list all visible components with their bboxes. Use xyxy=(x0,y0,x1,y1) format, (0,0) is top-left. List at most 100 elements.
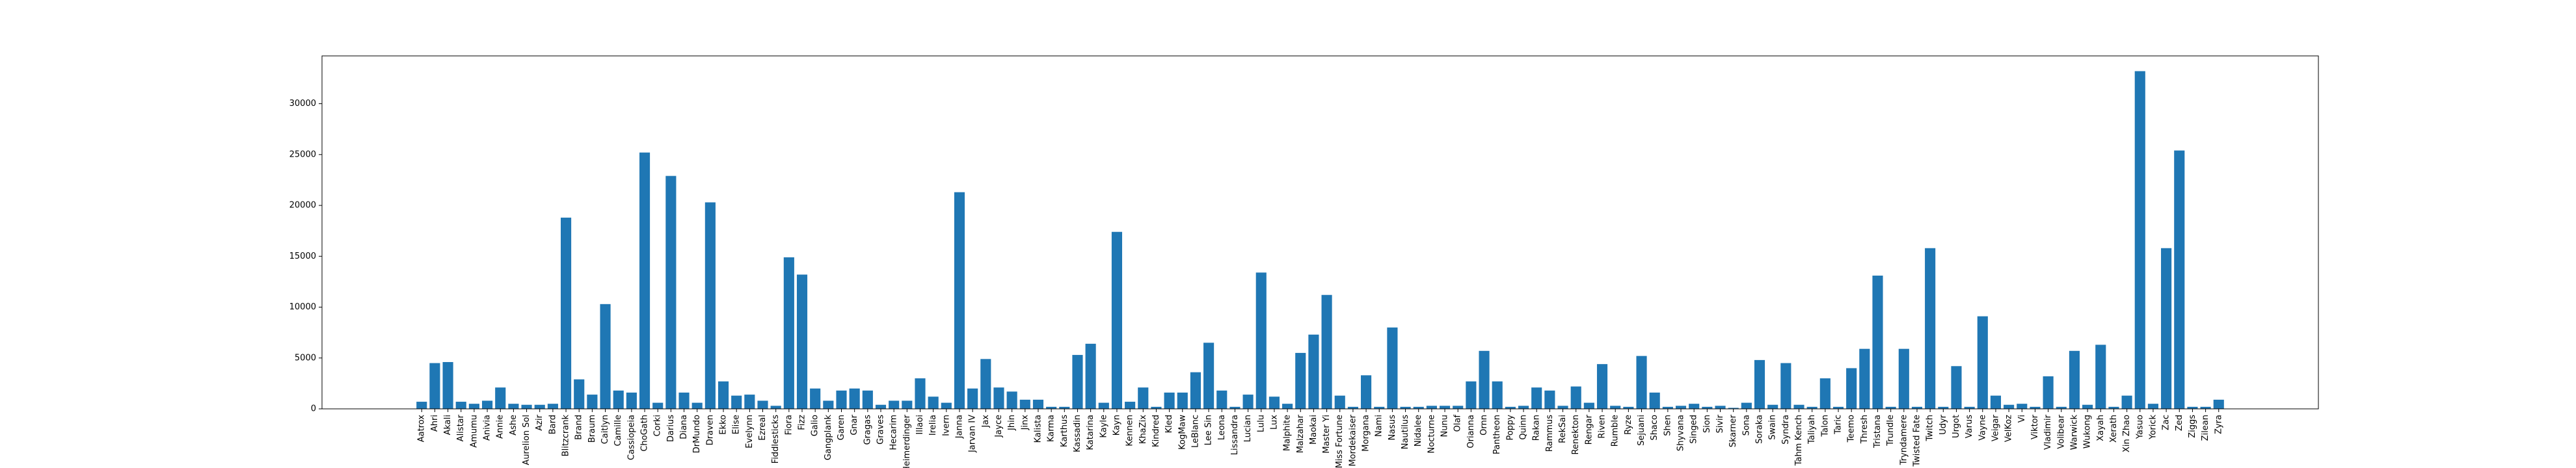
x-tick-label: Nocturne xyxy=(1427,415,1436,454)
bar xyxy=(613,390,624,409)
x-tick-label: Morgana xyxy=(1362,415,1371,452)
x-tick-label: Leona xyxy=(1217,415,1227,440)
x-tick-label: Udyr xyxy=(1939,414,1948,434)
bar xyxy=(416,402,427,409)
x-tick-label: Irelia xyxy=(928,415,938,436)
x-tick-label: Xin Zhao xyxy=(2122,415,2132,452)
x-tick-label: Poppy xyxy=(1505,415,1515,441)
x-tick-label: Orianna xyxy=(1466,415,1476,448)
bar xyxy=(482,400,493,409)
bar xyxy=(2056,406,2067,409)
bar xyxy=(1728,408,1739,409)
axes-frame xyxy=(321,55,2319,410)
x-tick-label: Vayne xyxy=(1978,415,1987,441)
bar xyxy=(915,378,926,409)
bar xyxy=(1400,406,1411,409)
bar xyxy=(1321,294,1332,409)
bar xyxy=(1347,406,1358,409)
bar xyxy=(1032,399,1044,409)
bar xyxy=(2082,404,2093,409)
x-tick-label: DrMundo xyxy=(692,415,702,453)
x-tick-label: Fiora xyxy=(784,415,794,435)
x-tick-label: Brand xyxy=(574,415,584,440)
bar xyxy=(468,404,479,409)
x-tick-label: Aatrox xyxy=(417,415,427,443)
x-tick-label: Viktor xyxy=(2030,414,2040,439)
bar xyxy=(1977,316,1988,409)
x-tick-label: Zed xyxy=(2175,415,2184,431)
bar xyxy=(902,400,913,409)
bar xyxy=(744,395,755,409)
bar xyxy=(2030,406,2041,409)
bar xyxy=(1242,395,1254,409)
bar xyxy=(1203,343,1214,409)
x-tick-label: Nunu xyxy=(1440,415,1450,437)
bar xyxy=(1439,406,1451,409)
bar xyxy=(770,406,781,409)
x-tick-label: Gragas xyxy=(863,415,872,445)
bar xyxy=(587,395,598,409)
bar xyxy=(1164,392,1175,409)
bar xyxy=(1689,404,1700,409)
bar xyxy=(1426,406,1437,409)
x-tick-label: Xerath xyxy=(2109,415,2119,443)
x-tick-label: Sejuani xyxy=(1637,415,1646,446)
bar xyxy=(1216,390,1228,409)
x-tick-label: Twisted Fate xyxy=(1912,415,1922,467)
bar xyxy=(1453,406,1464,409)
bar xyxy=(678,392,690,409)
y-tick-label: 0 xyxy=(311,404,316,414)
x-tick-label: Karthus xyxy=(1060,415,1069,447)
x-tick-label: Karma xyxy=(1047,415,1056,442)
bar xyxy=(1138,387,1149,409)
bar xyxy=(862,390,873,409)
bar xyxy=(1334,395,1345,409)
y-tick-label: 5000 xyxy=(295,353,316,363)
x-tick-label: Darius xyxy=(666,415,676,442)
x-tick-label: Wukong xyxy=(2083,415,2093,448)
x-tick-label: Shyvana xyxy=(1676,415,1686,451)
bar xyxy=(1806,406,1818,409)
bar xyxy=(2187,406,2198,409)
bar xyxy=(1085,343,1096,409)
x-tick-label: Kayle xyxy=(1099,415,1108,438)
x-tick-label: KhaZix xyxy=(1138,415,1148,444)
x-tick-label: Lee Sin xyxy=(1204,415,1214,445)
bar xyxy=(1780,363,1791,409)
bar xyxy=(626,392,637,409)
x-tick-label: Akali xyxy=(443,415,453,435)
x-tick-label: Talon xyxy=(1820,415,1830,437)
bar xyxy=(2200,406,2211,409)
bar xyxy=(1610,406,1621,409)
bar xyxy=(731,395,742,409)
x-tick-label: Quinn xyxy=(1519,415,1529,440)
bar xyxy=(823,400,834,409)
x-tick-label: LeBlanc xyxy=(1190,415,1200,448)
bar xyxy=(1151,406,1162,409)
bar xyxy=(1990,395,2002,409)
x-tick-label: Gnar xyxy=(850,414,859,435)
x-tick-label: Zilean xyxy=(2201,415,2210,441)
bar xyxy=(1387,327,1398,409)
bar xyxy=(1649,392,1660,409)
x-tick-label: Yasuo xyxy=(2135,415,2145,439)
bar xyxy=(1046,406,1057,409)
x-tick-label: Illaoi xyxy=(915,415,925,435)
bar xyxy=(875,404,887,409)
bar xyxy=(980,359,991,409)
bar xyxy=(508,404,519,409)
bar xyxy=(1898,348,1909,409)
bar xyxy=(495,387,506,409)
x-tick-label: Bard xyxy=(548,415,557,434)
x-tick-label: Singed xyxy=(1689,415,1699,444)
bar xyxy=(954,192,965,409)
bar xyxy=(1662,406,1673,409)
x-tick-label: Heimerdinger xyxy=(902,414,912,468)
x-tick-label: Diana xyxy=(679,415,689,439)
x-tick-label: Camille xyxy=(613,415,623,447)
x-tick-label: Olaf xyxy=(1453,415,1463,432)
x-tick-label: Sion xyxy=(1702,415,1712,433)
bar xyxy=(1229,406,1241,409)
bar xyxy=(574,379,585,409)
x-tick-label: Sivir xyxy=(1715,414,1725,433)
